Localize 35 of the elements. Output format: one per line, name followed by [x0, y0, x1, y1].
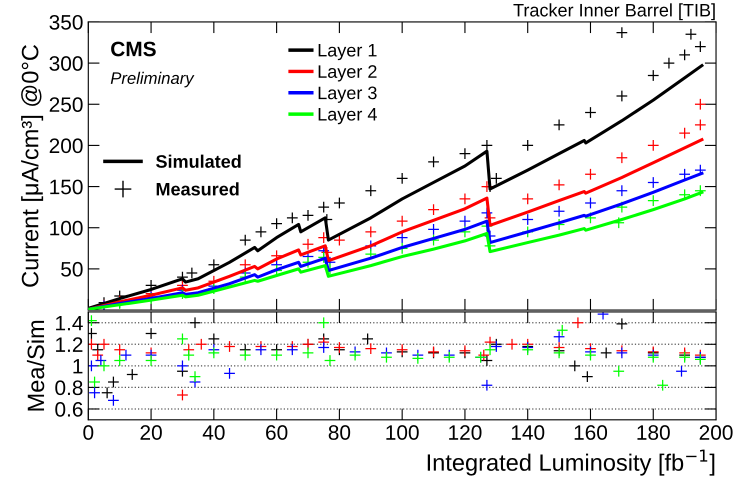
- x-tick-label: 180: [637, 425, 670, 440]
- x-tick-label: 60: [266, 425, 288, 440]
- annotation: Preliminary: [110, 72, 194, 88]
- x-tick-label: 40: [202, 425, 225, 440]
- legend-label: Layer 1: [318, 44, 377, 60]
- x-tick-label: 120: [449, 425, 482, 440]
- y-tick-label: 300: [49, 56, 83, 71]
- y-tick-label: 150: [50, 180, 83, 194]
- annotation: Simulated: [156, 154, 241, 168]
- x-tick-label: 80: [328, 425, 350, 440]
- x-tick-label: 20: [140, 425, 162, 440]
- y-tick-label: 1.2: [56, 337, 82, 352]
- x-tick-label: 0: [83, 425, 94, 440]
- y-tick-label: 50: [61, 262, 83, 277]
- x-tick-label: 200: [700, 425, 733, 440]
- y-axis-title: Mea/Sim: [26, 320, 44, 410]
- y-tick-label: 1: [73, 359, 82, 374]
- y-tick-label: 1.4: [56, 316, 83, 330]
- x-tick-label: 140: [512, 425, 544, 440]
- legend-label: Layer 2: [318, 65, 377, 82]
- y-tick-label: 250: [50, 97, 83, 112]
- x-axis-title: Integrated Luminosity [fb$^{−1}$]: [428, 450, 714, 476]
- chart-title: Tracker Inner Barrel [TIB]: [513, 3, 715, 20]
- legend-label: Layer 3: [318, 86, 377, 103]
- y-tick-label: 200: [50, 138, 83, 154]
- annotation: Measured: [156, 182, 239, 196]
- legend-label: Layer 4: [318, 108, 377, 124]
- y-tick-label: 0.8: [55, 380, 83, 396]
- y-axis-title: Current [μA/cm³] @0°C: [21, 44, 44, 287]
- x-tick-label: 100: [386, 425, 419, 440]
- annotation: CMS: [111, 42, 156, 56]
- y-tick-label: 0.6: [55, 402, 83, 417]
- x-tick-label: 160: [574, 425, 608, 440]
- y-tick-label: 350: [49, 14, 83, 30]
- y-tick-label: 100: [50, 220, 83, 236]
